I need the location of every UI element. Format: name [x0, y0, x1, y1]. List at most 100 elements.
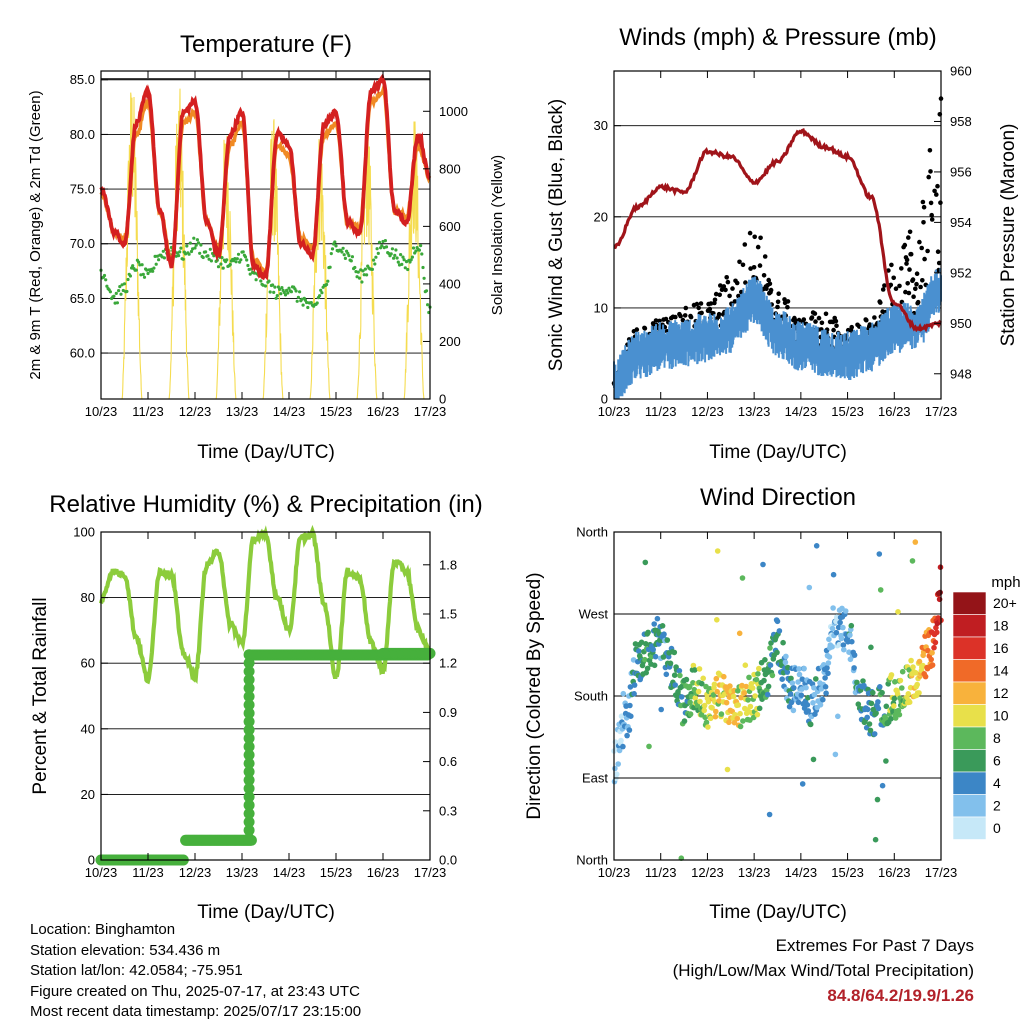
direction-point [833, 629, 840, 636]
y2-tick-label: 960 [950, 64, 972, 79]
direction-point [824, 665, 830, 671]
direction-point [677, 672, 683, 679]
gust-point [737, 259, 742, 265]
x-tick-label: 11/23 [132, 404, 164, 419]
direction-point [620, 690, 627, 697]
dewpoint-point [201, 255, 205, 260]
direction-point [799, 781, 806, 787]
gust-point [725, 279, 731, 285]
dewpoint-point [275, 294, 279, 298]
direction-point [801, 665, 807, 672]
direction-point [714, 548, 721, 554]
x-tick-label: 16/23 [367, 404, 400, 419]
direction-point [765, 683, 772, 690]
gust-point [833, 318, 839, 324]
direction-point [897, 677, 904, 684]
precip-point [243, 674, 255, 686]
gust-point [752, 234, 757, 240]
direction-point [713, 675, 720, 682]
dewpoint-point [325, 282, 329, 287]
gust-point [882, 283, 887, 288]
y2-tick-label: 800 [439, 161, 461, 176]
direction-point [891, 703, 897, 709]
direction-point [743, 683, 749, 690]
dewpoint-point [119, 292, 123, 296]
dewpoint-point [272, 290, 276, 294]
gust-point [707, 306, 713, 312]
direction-point [906, 699, 913, 705]
dewpoint-point [286, 291, 290, 295]
wind-line [613, 268, 942, 399]
dewpoint-point [377, 240, 382, 244]
winds-ylabel: Sonic Wind & Gust (Blue, Black) [546, 99, 567, 371]
dewpoint-point [340, 250, 344, 254]
dewpoint-point [381, 239, 385, 244]
gust-point [766, 277, 771, 283]
dewpoint-point [104, 278, 108, 282]
winds-y-ticks: 0 10 20 30 [594, 118, 621, 407]
dewpoint-point [221, 266, 225, 270]
dewpoint-point [185, 244, 189, 248]
direction-point [805, 708, 812, 714]
direction-point [627, 702, 633, 709]
dewpoint-point [115, 301, 119, 305]
direction-point [922, 673, 929, 680]
dewpoint-point [376, 251, 380, 255]
temperature-y2-ticks: 0 200 400 600 800 1000 [423, 104, 468, 407]
direction-point [644, 665, 651, 672]
gust-point [768, 287, 774, 293]
direction-point [650, 646, 656, 653]
y2-tick-label: 0.3 [439, 803, 457, 818]
direction-point [790, 707, 797, 714]
precip-point [243, 774, 255, 786]
direction-point [798, 692, 805, 698]
dewpoint-point [363, 267, 367, 271]
direction-point [783, 653, 789, 660]
direction-point [848, 622, 855, 629]
dewpoint-point [404, 260, 409, 264]
direction-point [643, 641, 649, 647]
direction-point [735, 702, 742, 708]
direction-point [612, 765, 618, 772]
temp-2m-series [99, 72, 432, 281]
dewpoint-point [374, 255, 378, 259]
gust-point [934, 192, 939, 197]
dewpoint-point [157, 258, 161, 262]
gust-point [932, 188, 937, 194]
gust-point [906, 235, 911, 240]
humidity-plot-frame [100, 531, 431, 861]
dewpoint-point [126, 277, 130, 282]
dewpoint-point [393, 253, 397, 257]
direction-point [726, 719, 732, 726]
direction-point [618, 737, 624, 744]
dewpoint-point [204, 250, 208, 254]
gust-point [713, 291, 719, 297]
direction-point [630, 657, 637, 663]
gust-point [762, 254, 768, 259]
direction-point [796, 671, 803, 678]
direction-point [652, 653, 659, 660]
dewpoint-point [426, 303, 430, 307]
direction-point [712, 713, 719, 720]
dewpoint-point [347, 254, 351, 258]
dewpoint-point [268, 290, 272, 294]
dewpoint-point [342, 253, 346, 257]
direction-point [899, 685, 905, 691]
gust-point [694, 301, 700, 307]
dewpoint-point [383, 239, 387, 243]
gust-point [682, 313, 688, 318]
x-tick-label: 10/23 [85, 865, 118, 880]
gust-point [928, 200, 934, 206]
gust-point [721, 284, 727, 289]
direction-point [614, 771, 620, 777]
gust-point [801, 317, 807, 322]
y-tick-label: 10 [594, 300, 608, 315]
dewpoint-point [219, 262, 223, 266]
gust-point [708, 301, 714, 306]
direction-point [795, 679, 801, 685]
colorbar-swatch [952, 704, 987, 728]
direction-point [784, 669, 791, 675]
dewpoint-point [246, 263, 250, 268]
y2-tick-label: 952 [950, 265, 972, 280]
colorbar: 20+ 18 16 14 12 10 8 6 4 2 0 [952, 591, 1017, 840]
